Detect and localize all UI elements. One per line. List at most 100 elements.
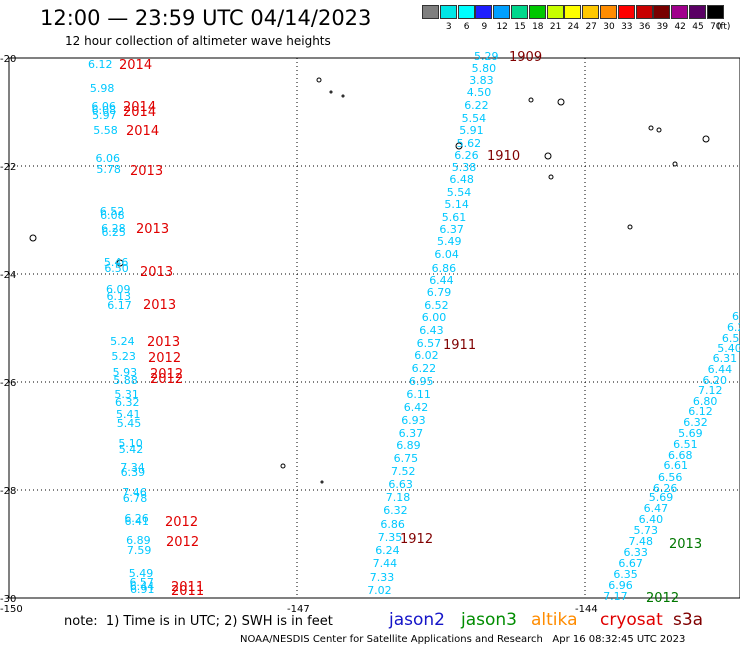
island-outline xyxy=(544,152,552,160)
latitude-label: -20 xyxy=(0,54,16,65)
wave-height-value: 6.43 xyxy=(419,324,444,337)
wave-height-value: 7.17 xyxy=(603,590,628,603)
pass-time-label: 1911 xyxy=(443,338,476,353)
longitude-label: -144 xyxy=(575,604,598,615)
wave-height-value: 6.06 xyxy=(91,100,116,113)
wave-height-value: 6.25 xyxy=(101,226,126,239)
color-swatch xyxy=(493,5,511,19)
island-outline xyxy=(29,234,37,242)
wave-height-value: 6.86 xyxy=(380,518,405,531)
latitude-label: -24 xyxy=(0,270,16,281)
pass-time-label: 1912 xyxy=(400,532,433,547)
color-scale-label: 36 xyxy=(638,22,651,32)
pass-time-label: 2013 xyxy=(147,335,180,350)
wave-height-value: 5.80 xyxy=(472,62,497,75)
wave-height-value: 5.62 xyxy=(457,137,482,150)
satellite-s3a-label: s3a xyxy=(673,610,704,630)
color-swatch xyxy=(617,5,635,19)
color-swatch xyxy=(671,5,689,19)
wave-height-value: 6.89 xyxy=(396,439,421,452)
wave-height-value: 6.39 xyxy=(121,466,146,479)
wave-height-value: 6.26 xyxy=(653,482,678,495)
color-swatch xyxy=(422,5,439,19)
color-swatch xyxy=(546,5,564,19)
color-swatch xyxy=(475,5,493,19)
wave-height-value: 5.29 xyxy=(474,50,499,63)
wave-height-value: 6.89 xyxy=(126,534,151,547)
wave-height-value: 6.22 xyxy=(412,362,437,375)
wave-height-value: 5.24 xyxy=(110,335,135,348)
wave-height-value: 6.57 xyxy=(417,337,442,350)
wave-height-value: 6.78 xyxy=(123,492,148,505)
wave-height-value: 5.40 xyxy=(717,342,740,355)
color-swatch xyxy=(600,5,617,19)
island-outline xyxy=(455,142,463,150)
wave-height-value: 6.32 xyxy=(383,504,408,517)
latitude-label: -22 xyxy=(0,162,16,173)
wave-height-value: 7.35 xyxy=(378,531,403,544)
wave-height-value: 6.33 xyxy=(623,546,648,559)
wave-height-value: 6.26 xyxy=(124,512,149,525)
wave-height-value: 6.42 xyxy=(404,401,429,414)
pass-time-label: 2013 xyxy=(669,537,702,552)
wave-height-value: 6.37 xyxy=(399,427,424,440)
wave-height-value: 7.59 xyxy=(127,544,152,557)
color-scale-label: 30 xyxy=(603,22,615,32)
wave-height-value: 6.12 xyxy=(88,58,113,71)
color-swatch xyxy=(653,5,671,19)
wave-height-value: 6.50 xyxy=(104,262,129,275)
footer-credit: NOAA/NESDIS Center for Satellite Applica… xyxy=(240,634,686,645)
color-swatch xyxy=(582,5,600,19)
wave-height-value: 6.32 xyxy=(115,396,140,409)
wave-height-value: 6.79 xyxy=(427,286,452,299)
wave-height-value: 5.73 xyxy=(634,524,659,537)
wave-height-value: 5.88 xyxy=(113,374,138,387)
wave-height-value: 6.08 xyxy=(100,209,125,222)
wave-height-value: 6.26 xyxy=(454,149,479,162)
wave-height-value: 5.14 xyxy=(444,198,469,211)
wave-height-value: 6.61 xyxy=(663,459,688,472)
pass-time-label: 2011 xyxy=(171,584,204,599)
wave-height-value: 6.32 xyxy=(683,416,708,429)
island-outline xyxy=(116,259,124,267)
wave-height-value: 6.08 xyxy=(92,104,117,117)
island-outline xyxy=(702,135,710,143)
wave-height-value: 6.86 xyxy=(432,262,457,275)
pass-time-label: 2012 xyxy=(166,535,199,550)
wave-height-value: 6 xyxy=(732,310,739,323)
pass-time-label: 2012 xyxy=(165,515,198,530)
island-outline xyxy=(280,463,286,469)
island-outline xyxy=(672,161,678,167)
wave-height-value: 6.68 xyxy=(668,449,693,462)
longitude-label: -150 xyxy=(0,604,23,615)
wave-height-value: 6.11 xyxy=(406,388,431,401)
wave-height-value: 5.45 xyxy=(117,417,142,430)
island-outline xyxy=(557,98,565,106)
color-swatch xyxy=(528,5,546,19)
wave-height-value: 6.44 xyxy=(429,274,454,287)
color-scale-label: 6 xyxy=(463,22,470,32)
wave-height-value: 6.52 xyxy=(424,299,449,312)
color-scale-label: 42 xyxy=(674,22,686,32)
color-swatch xyxy=(706,5,724,19)
wave-height-value: 5.54 xyxy=(462,112,487,125)
map-title: 12:00 — 23:59 UTC 04/14/2023 xyxy=(40,6,372,30)
wave-height-value: 5.23 xyxy=(111,350,136,363)
wave-height-value: 6.28 xyxy=(101,222,126,235)
color-scale-label: 33 xyxy=(621,22,633,32)
color-scale-label: 9 xyxy=(481,22,488,32)
wave-height-value: 5.97 xyxy=(92,109,117,122)
island-outline xyxy=(329,90,333,94)
satellite-jason3-label: jason3 xyxy=(461,610,517,630)
wave-height-value: 6.2 xyxy=(727,321,740,334)
longitude-label: -147 xyxy=(287,604,310,615)
wave-height-value: 6.04 xyxy=(434,248,459,261)
island-outline xyxy=(528,97,534,103)
latitude-label: -28 xyxy=(0,486,16,497)
wave-height-value: 6.95 xyxy=(409,375,434,388)
wave-height-value: 6.52 xyxy=(100,205,125,218)
wave-height-value: 5.41 xyxy=(116,408,141,421)
wave-height-value: 6.44 xyxy=(708,363,733,376)
island-outline xyxy=(627,224,633,230)
wave-height-value: 6.41 xyxy=(125,515,150,528)
